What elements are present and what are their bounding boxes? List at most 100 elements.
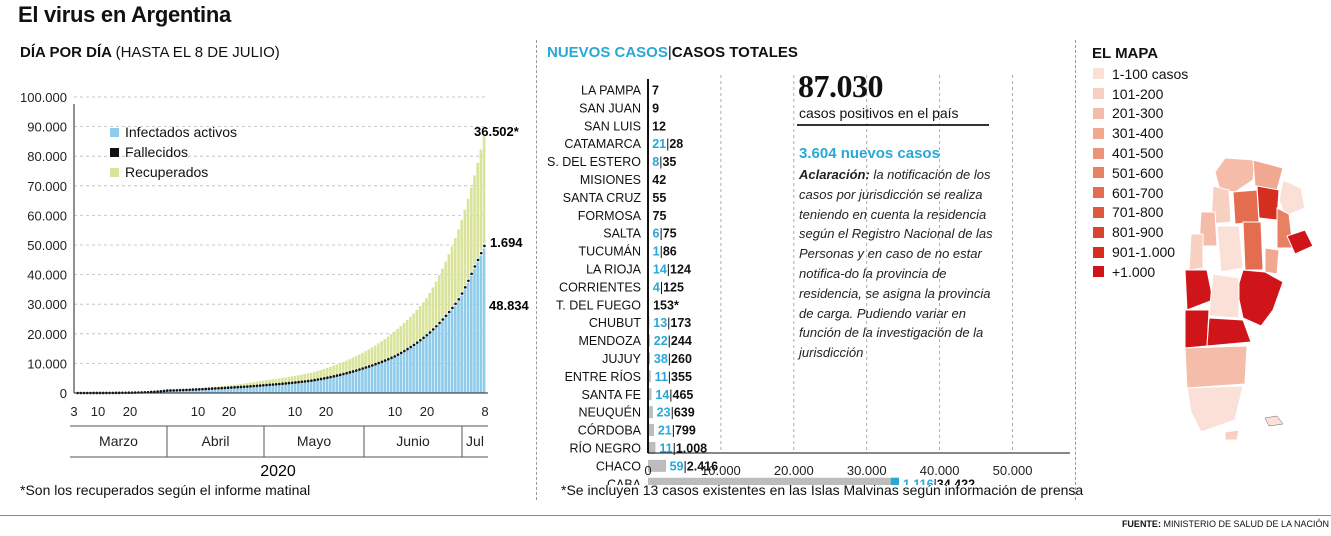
area-bar-recovered: [348, 359, 351, 372]
province-name: TUCUMÁN: [579, 244, 642, 259]
area-bar-active: [306, 381, 310, 393]
area-death-point: [165, 389, 169, 392]
area-bar-active: [367, 367, 371, 393]
area-bar-recovered: [236, 384, 239, 387]
legend-item-recovered: Recuperados: [110, 162, 237, 182]
summary-underline: [797, 124, 989, 126]
bar-chart-title-total: CASOS TOTALES: [671, 44, 798, 61]
bar-value-label: 21|28: [652, 137, 683, 151]
area-bar-recovered: [232, 384, 236, 388]
area-bar-active: [216, 388, 220, 393]
area-bar-recovered: [322, 368, 326, 378]
province-row: T. DEL FUEGO 153*: [556, 298, 679, 312]
area-bar-active: [335, 376, 339, 393]
area-death-point: [422, 336, 425, 340]
area-bar-active: [421, 339, 425, 393]
area-y-tick-label: 70.000: [27, 179, 67, 194]
area-bar-recovered: [367, 349, 371, 366]
area-bar-recovered: [373, 345, 377, 364]
province-row: SANTA FE 14|465: [581, 388, 693, 402]
area-bar-recovered: [245, 383, 249, 387]
area-x-tick-label: 10: [388, 404, 402, 419]
map-legend-swatch: [1093, 167, 1104, 179]
province-name: LA PAMPA: [581, 83, 642, 97]
area-death-point: [290, 381, 294, 385]
province-name: JUJUY: [602, 352, 642, 366]
bar-value-label: 1.116|34.422: [903, 477, 975, 485]
area-bar-active: [396, 355, 399, 393]
area-bar-active: [325, 378, 329, 393]
area-death-point: [428, 331, 432, 334]
bar-total: [648, 459, 666, 472]
area-y-tick-label: 60.000: [27, 208, 67, 223]
total-cases-label: casos positivos en el país: [799, 105, 959, 121]
area-x-tick-label: 20: [123, 404, 137, 419]
area-death-point: [191, 388, 195, 391]
province-name: SAN JUAN: [579, 101, 641, 115]
new-value-label: 13: [653, 316, 667, 330]
area-bar-active: [226, 387, 230, 393]
province-row: CATAMARCA 21|28: [564, 137, 683, 151]
area-bar-recovered: [463, 209, 467, 286]
new-value-label: 23: [657, 406, 671, 420]
bar-value-label: 21|799: [658, 424, 696, 438]
bar-chart-x-ticks: 0 10.000 20.000 30.000 40.000 50.000: [644, 463, 1032, 478]
map-region-entre-rios: [1264, 247, 1280, 275]
province-row: TUCUMÁN 1|86: [579, 244, 677, 259]
area-bar-active: [431, 330, 435, 393]
area-bar-active: [453, 305, 457, 393]
total-value-label: 7: [652, 83, 659, 97]
area-y-tick-label: 10.000: [27, 356, 67, 371]
value-separator: |: [659, 227, 662, 241]
total-value-label: 34.422: [937, 477, 975, 485]
province-name: MISIONES: [580, 173, 641, 187]
total-value-label: 86: [663, 245, 677, 259]
area-bar-active: [428, 333, 431, 393]
new-value-label: 21: [652, 137, 666, 151]
map-region-neuquen: [1184, 309, 1210, 349]
map-region-chubut: [1184, 345, 1248, 389]
total-value-label: 639: [674, 406, 695, 420]
area-death-point: [460, 292, 464, 295]
total-value-label: 355: [671, 370, 692, 384]
area-bar-active: [290, 383, 294, 393]
value-separator: |: [660, 280, 663, 294]
total-value-label: 1.008: [676, 441, 707, 455]
area-bar-active: [200, 389, 204, 393]
map-region-rio-negro: [1206, 317, 1252, 347]
area-death-point: [329, 375, 332, 379]
province-row: S. DEL ESTERO 8|35: [547, 155, 676, 169]
area-bar-recovered: [476, 162, 479, 258]
bar-total: [648, 424, 654, 437]
area-bar-recovered: [425, 298, 428, 334]
total-value-label: 260: [671, 352, 692, 366]
province-name: LA RIOJA: [586, 262, 642, 276]
left-footnote: *Son los recuperados según el informe ma…: [20, 482, 311, 498]
clarification-bold: Aclaración:: [799, 167, 870, 182]
area-bar-active: [271, 384, 274, 393]
clarification-body: la notificación de los casos por jurisdi…: [799, 167, 993, 361]
area-death-point: [338, 373, 342, 377]
area-bar-recovered: [239, 384, 242, 387]
area-bar-active: [184, 389, 188, 393]
new-value-label: 11: [659, 441, 672, 455]
value-separator: |: [934, 477, 937, 485]
area-death-point: [223, 386, 227, 390]
map-legend-swatch: [1093, 206, 1104, 218]
area-bar-recovered: [402, 323, 406, 350]
area-bar-recovered: [457, 229, 460, 298]
area-bar-active: [425, 336, 428, 393]
area-bar-recovered: [361, 352, 364, 368]
area-bar-active: [274, 384, 278, 393]
area-death-point: [479, 251, 483, 255]
month-label: Marzo: [99, 433, 138, 449]
area-death-point: [326, 376, 329, 379]
area-bar-recovered: [444, 261, 447, 315]
area-bar-active: [255, 386, 258, 393]
new-value-label: 1.116: [903, 477, 934, 485]
province-name: CABA: [607, 477, 642, 485]
map-region-misiones: [1278, 179, 1306, 217]
area-bar-active: [389, 358, 393, 393]
area-y-tick-label: 30.000: [27, 297, 67, 312]
bar-chart-title-sep: |: [667, 44, 672, 61]
